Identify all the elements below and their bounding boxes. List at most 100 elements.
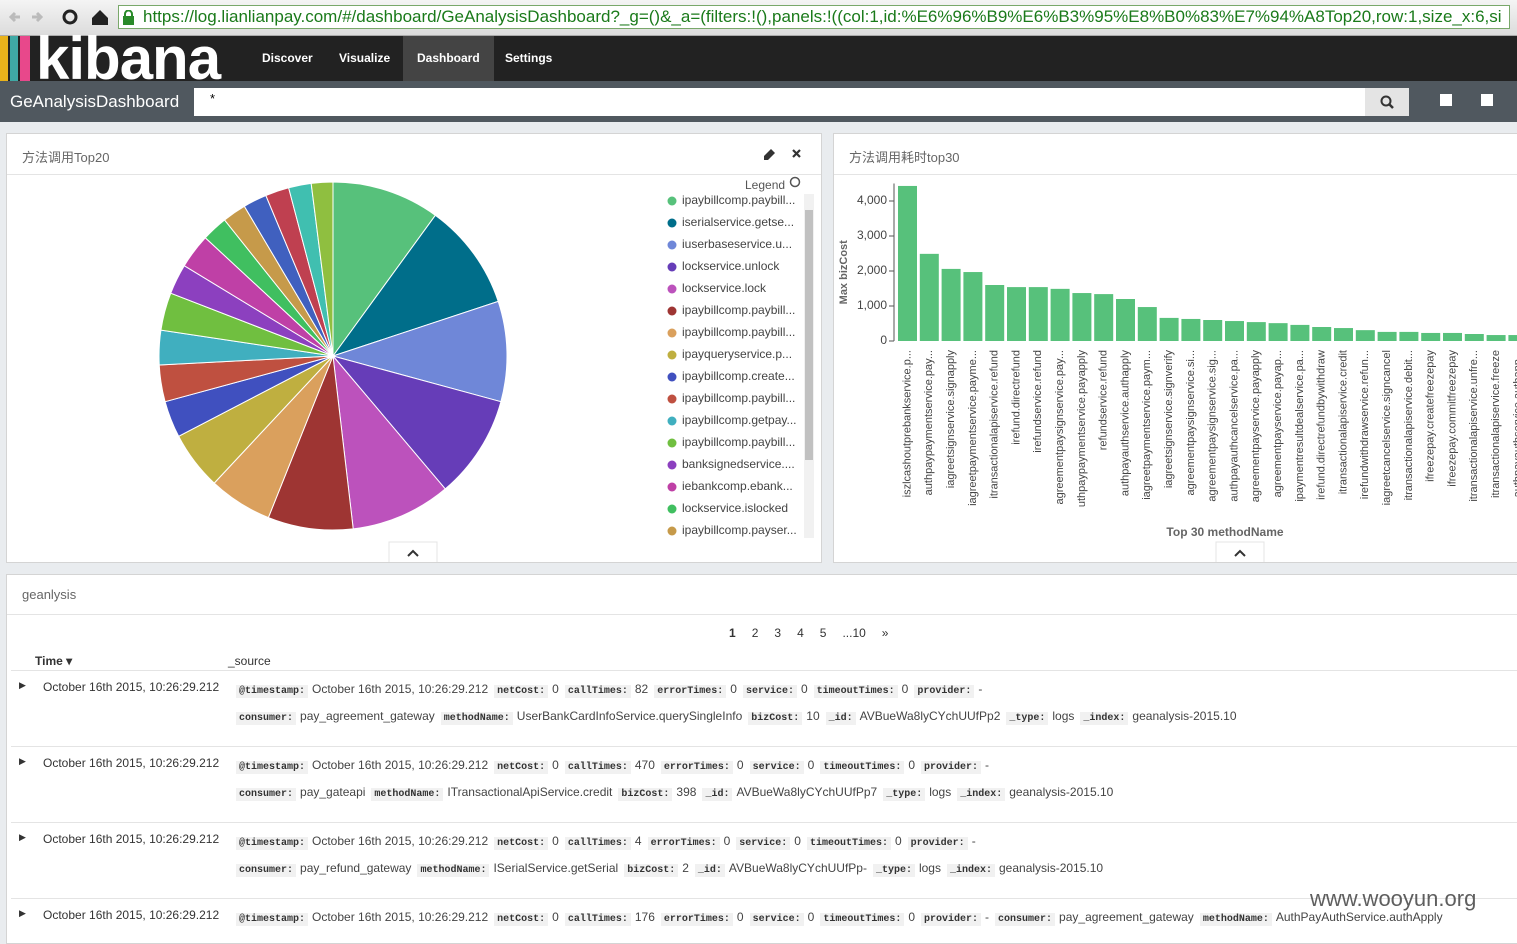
legend-label[interactable]: ipaybillcomp.getpay...: [682, 413, 797, 427]
field-key: @timestamp:: [236, 913, 309, 926]
legend-swatch: [667, 416, 677, 426]
field-value: pay_gateapi: [300, 785, 366, 799]
back-button[interactable]: [8, 11, 20, 23]
label-mask: [834, 512, 1517, 562]
field-key: _index:: [1080, 712, 1129, 725]
x-tick-label: refundservice.refund: [1098, 350, 1110, 450]
expand-toggle[interactable]: ▶: [19, 832, 26, 842]
bar: [1181, 318, 1201, 341]
nav-item[interactable]: Visualize: [339, 51, 391, 65]
legend-label[interactable]: lockservice.islocked: [682, 501, 788, 515]
legend-label[interactable]: ipaybillcomp.paybill...: [682, 435, 795, 449]
field-value: 0: [552, 682, 559, 696]
lock-icon: [123, 10, 134, 25]
x-axis-title: Top 30 methodName: [1166, 525, 1283, 539]
x-tick-label: authpayauthcancelservice.pa...: [1228, 350, 1240, 502]
edit-button[interactable]: [764, 149, 775, 160]
y-tick-label: 2,000: [857, 263, 887, 277]
collapse-tab[interactable]: [388, 541, 438, 563]
legend-scroll-thumb[interactable]: [805, 210, 813, 460]
legend-label[interactable]: ipayqueryservice.p...: [682, 347, 792, 361]
field-value: 0: [552, 758, 559, 772]
nav-item[interactable]: Settings: [505, 51, 553, 65]
field-key: @timestamp:: [236, 837, 309, 850]
field-value: 0: [908, 910, 916, 924]
panel-title: 方法调用Top20: [22, 150, 110, 165]
x-tick-label: agreementpaysignservice.sig...: [1207, 350, 1219, 502]
url-field[interactable]: https://log.lianlianpay.com/#/dashboard/…: [118, 5, 1510, 29]
page-link[interactable]: 1: [729, 626, 736, 640]
legend-label[interactable]: ipaybillcomp.payser...: [682, 523, 797, 537]
bar: [1334, 328, 1353, 341]
load-button[interactable]: [1440, 94, 1452, 106]
field-value: 176: [634, 910, 655, 924]
collapse-tab[interactable]: [1215, 541, 1265, 563]
field-value: October 16th 2015, 10:26:29.212: [312, 682, 489, 696]
bar: [1443, 332, 1462, 341]
nav-item[interactable]: Discover: [262, 51, 313, 65]
expand-toggle[interactable]: ▶: [19, 908, 26, 918]
field-value: 0: [736, 758, 744, 772]
x-tick-label: ifreezepay.createfreezepay: [1425, 350, 1437, 482]
legend-label[interactable]: ipaybillcomp.paybill...: [682, 303, 795, 317]
nav-item[interactable]: Dashboard: [403, 36, 494, 81]
legend-label[interactable]: ipaybillcomp.paybill...: [682, 193, 795, 207]
legend-label[interactable]: lockservice.lock: [682, 281, 767, 295]
field-key: netCost:: [494, 837, 549, 850]
field-key: timeoutTimes:: [820, 761, 905, 774]
field-value: -: [985, 910, 990, 924]
bar: [1312, 327, 1332, 341]
pie-slice: [332, 354, 446, 530]
reload-button[interactable]: [62, 9, 78, 25]
field-value: October 16th 2015, 10:26:29.212: [312, 758, 489, 772]
page-link[interactable]: 5: [819, 626, 827, 640]
legend-label[interactable]: iuserbaseservice.u...: [682, 237, 792, 251]
legend-swatch: [667, 284, 677, 294]
save-button[interactable]: [1481, 94, 1493, 106]
panel-title: 方法调用耗时top30: [849, 150, 960, 165]
field-key: callTimes:: [564, 685, 631, 698]
collapse-icon: [1234, 549, 1246, 557]
legend-label[interactable]: banksignedservice....: [682, 457, 795, 471]
page-link[interactable]: 4: [797, 626, 804, 640]
legend-label[interactable]: iserialservice.getse...: [682, 215, 794, 229]
field-value: 0: [794, 834, 801, 848]
search-button[interactable]: [1365, 88, 1409, 116]
close-button[interactable]: [792, 149, 801, 158]
page-link[interactable]: 2: [751, 626, 759, 640]
field-value: 82: [634, 682, 649, 696]
x-tick-label: itransactionalapiservice.refund: [989, 350, 1001, 499]
legend-label[interactable]: ipaybillcomp.paybill...: [682, 391, 795, 405]
field-value: -: [971, 834, 976, 848]
legend-label[interactable]: lockservice.unlock: [682, 259, 780, 273]
column-label: Time: [35, 654, 63, 668]
doc-row: ▶ October 16th 2015, 10:26:29.212 @timesta…: [11, 822, 1517, 898]
field-key: provider:: [921, 913, 982, 926]
legend-swatch: [667, 438, 677, 448]
search-input[interactable]: *: [194, 88, 1365, 116]
page-link[interactable]: »: [881, 626, 889, 640]
field-value: 0: [552, 834, 559, 848]
field-value: 0: [807, 910, 815, 924]
panel-actions: [764, 149, 801, 160]
field-value: AVBueWa8lyCYchUUfPp-: [728, 861, 867, 875]
legend-toggle[interactable]: [789, 176, 801, 188]
expand-toggle[interactable]: ▶: [19, 756, 26, 766]
home-button[interactable]: [92, 10, 108, 25]
page-link[interactable]: 3: [774, 626, 782, 640]
legend-label[interactable]: iebankcomp.ebank...: [682, 479, 793, 493]
legend-label[interactable]: ipaybillcomp.create...: [682, 369, 795, 383]
column-header[interactable]: Time ▾: [35, 654, 73, 668]
forward-button[interactable]: [32, 11, 44, 23]
pie-slice: [332, 181, 437, 358]
pie-slice: [310, 181, 334, 357]
y-tick-label: 1,000: [857, 298, 887, 312]
bar: [1290, 324, 1310, 341]
top-nav: kibana Discover Visualize Dashboard Sett…: [0, 25, 1517, 92]
y-axis-title: Max bizCost: [838, 240, 850, 305]
expand-toggle[interactable]: ▶: [19, 680, 26, 690]
field-key: _type:: [1006, 712, 1049, 725]
page-link[interactable]: ...10: [842, 626, 866, 640]
legend-label[interactable]: ipaybillcomp.paybill...: [682, 325, 795, 339]
